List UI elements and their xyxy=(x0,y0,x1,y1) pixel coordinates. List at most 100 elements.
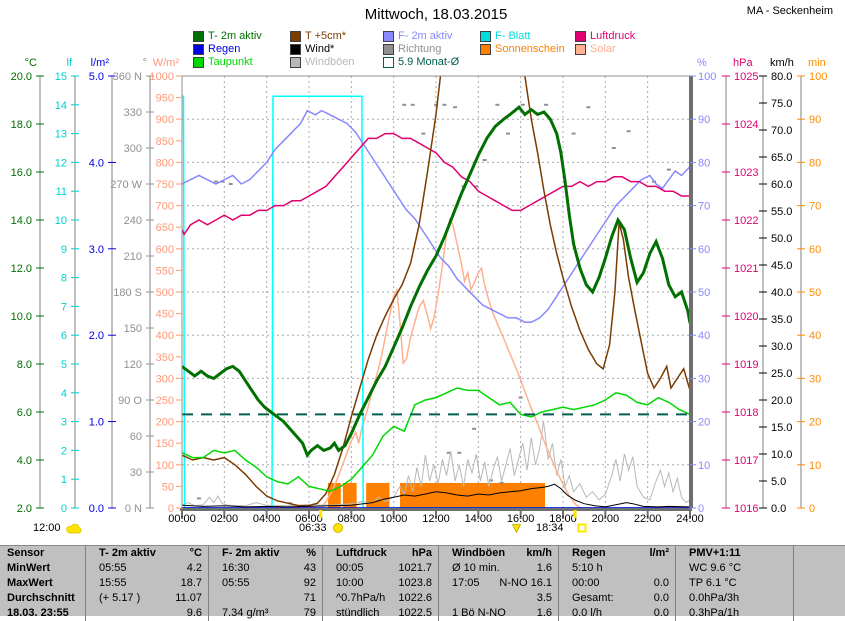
axis-tick-label-lf: 2 xyxy=(61,445,67,457)
direction-dot xyxy=(586,106,591,109)
axis-tick-label-lf: 4 xyxy=(61,388,67,400)
axis-tick-label-hum: 10 xyxy=(698,460,710,472)
direction-dot xyxy=(544,103,549,106)
axis-tick-label-min: 10 xyxy=(809,460,821,472)
direction-dot xyxy=(196,497,201,500)
axis-tick-label-hum: 100 xyxy=(698,71,716,83)
direction-dot xyxy=(442,103,447,106)
axis-tick-label-temp: 12.0 xyxy=(11,263,32,275)
table-cell: 00:05 1021.7 xyxy=(322,561,438,576)
direction-dot xyxy=(571,132,576,135)
time-label: 10:00 xyxy=(380,513,408,525)
table-row: Durchschnitt (+ 5.17 ) 11.07 71 ^0.7hPa/h 102… xyxy=(0,591,845,606)
axis-tick-label-solar: 800 xyxy=(156,157,174,169)
series-f-2m-aktiv xyxy=(182,109,690,323)
table-row: 18.03. 23:55 9.6 7.34 g/m³ 79 stündlich 1022.… xyxy=(0,606,845,621)
axis-tick-label-min: 60 xyxy=(809,244,821,256)
legend-swatch xyxy=(193,57,204,68)
series-t-2m-aktiv xyxy=(182,105,690,459)
axis-tick-label-hpa: 1022 xyxy=(734,215,758,227)
axis-tick-label-kmh: 45.0 xyxy=(771,260,792,272)
legend-label: Sonnenschein xyxy=(495,43,565,55)
axis-tick-label-kmh: 40.0 xyxy=(771,287,792,299)
direction-dot xyxy=(474,185,479,188)
direction-dot xyxy=(489,479,494,482)
axis-tick-label-solar: 550 xyxy=(156,265,174,277)
table-cell: 0.0hPa/3h xyxy=(675,591,793,606)
axis-unit-temp: °C xyxy=(25,57,37,69)
sunset-arrow-icon xyxy=(511,523,522,533)
direction-dot xyxy=(505,132,510,135)
table-row-label: Sensor xyxy=(7,547,45,559)
axis-tick-label-lf: 6 xyxy=(61,330,67,342)
axis-unit-hpa: hPa xyxy=(733,57,753,69)
legend-swatch xyxy=(290,57,301,68)
axis-tick-label-kmh: 20.0 xyxy=(771,395,792,407)
table-row: MaxWert 15:55 18.7 05:55 92 10:00 1023.8 17:05 N… xyxy=(0,576,845,591)
axis-tick-label-hum: 80 xyxy=(698,157,710,169)
table-cell: ^0.7hPa/h 1022.6 xyxy=(322,591,438,606)
axis-tick-label-lf: 11 xyxy=(56,186,67,198)
table-cell: 7.34 g/m³ 79 xyxy=(208,606,322,621)
legend-label: Luftdruck xyxy=(590,30,636,42)
axis-tick-label-hum: 60 xyxy=(698,244,710,256)
axis-unit-rain: l/m² xyxy=(91,57,110,69)
axis-tick-label-lf: 1 xyxy=(61,474,67,486)
sun-below-horizon-icon xyxy=(577,523,587,533)
station-label: MA - Seckenheim xyxy=(746,5,833,17)
legend-swatch xyxy=(193,44,204,55)
stats-table: Sensor T- 2m aktiv °C F- 2m aktiv% Luftdruck… xyxy=(0,545,845,621)
axis-tick-label-dir: 90 O xyxy=(118,395,142,407)
table-cell: (+ 5.17 ) 11.07 xyxy=(85,591,208,606)
axis-tick-label-kmh: 25.0 xyxy=(771,368,792,380)
axis-tick-label-hum: 50 xyxy=(698,287,710,299)
axis-tick-label-temp: 8.0 xyxy=(17,359,32,371)
axis-tick-label-hum: 70 xyxy=(698,201,710,213)
direction-dot xyxy=(213,180,218,183)
axis-tick-label-hum: 30 xyxy=(698,373,710,385)
table-cell: Ø 10 min. 1.6 xyxy=(438,561,558,576)
table-cell: stündlich 1022.5 xyxy=(322,606,438,621)
axis-tick-label-lf: 12 xyxy=(55,157,67,169)
legend-item-6: Wind* xyxy=(290,43,383,56)
direction-dot xyxy=(421,132,426,135)
table-cell-empty xyxy=(793,606,845,621)
time-label: 12:00 xyxy=(422,513,450,525)
axis-tick-label-hpa: 1019 xyxy=(734,359,758,371)
axis-tick-label-lf: 10 xyxy=(55,215,67,227)
direction-dot xyxy=(453,106,458,109)
legend-item-7: Richtung xyxy=(383,43,480,56)
axis-tick-label-kmh: 10.0 xyxy=(771,449,792,461)
axis-tick-label-rain: 3.0 xyxy=(89,244,104,256)
table-cell: Windböen km/h xyxy=(438,546,558,561)
axis-tick-label-dir: 210 xyxy=(124,251,142,263)
axis-tick-label-dir: 330 xyxy=(124,107,142,119)
legend-swatch xyxy=(480,31,491,42)
axis-tick-label-hum: 0 xyxy=(698,503,704,515)
legend-item-12: 5.9 Monat-Ø xyxy=(383,56,480,69)
axis-tick-label-temp: 4.0 xyxy=(17,455,32,467)
axis-tick-label-kmh: 15.0 xyxy=(771,422,792,434)
axis-tick-label-kmh: 5.0 xyxy=(771,476,786,488)
axis-tick-label-kmh: 65.0 xyxy=(771,152,792,164)
axis-tick-label-kmh: 55.0 xyxy=(771,206,792,218)
time-label: 00:00 xyxy=(168,513,196,525)
axis-tick-label-rain: 0.0 xyxy=(89,503,104,515)
legend-swatch xyxy=(193,31,204,42)
legend-item-9: Solar xyxy=(575,43,675,56)
axis-tick-label-temp: 16.0 xyxy=(11,167,32,179)
direction-dot xyxy=(626,130,631,133)
direction-dot xyxy=(446,451,451,454)
legend-swatch xyxy=(383,44,394,55)
direction-dot xyxy=(611,147,616,149)
legend-label: Regen xyxy=(208,43,241,55)
axis-tick-label-kmh: 30.0 xyxy=(771,341,792,353)
legend-item-10: Taupunkt xyxy=(193,56,290,69)
time-label: 04:00 xyxy=(253,513,281,525)
time-label: 08:00 xyxy=(338,513,366,525)
axis-tick-label-kmh: 80.0 xyxy=(771,71,792,83)
axis-tick-label-rain: 1.0 xyxy=(89,417,104,429)
axis-tick-label-lf: 14 xyxy=(55,100,67,112)
time-label: 24:00 xyxy=(676,513,704,525)
